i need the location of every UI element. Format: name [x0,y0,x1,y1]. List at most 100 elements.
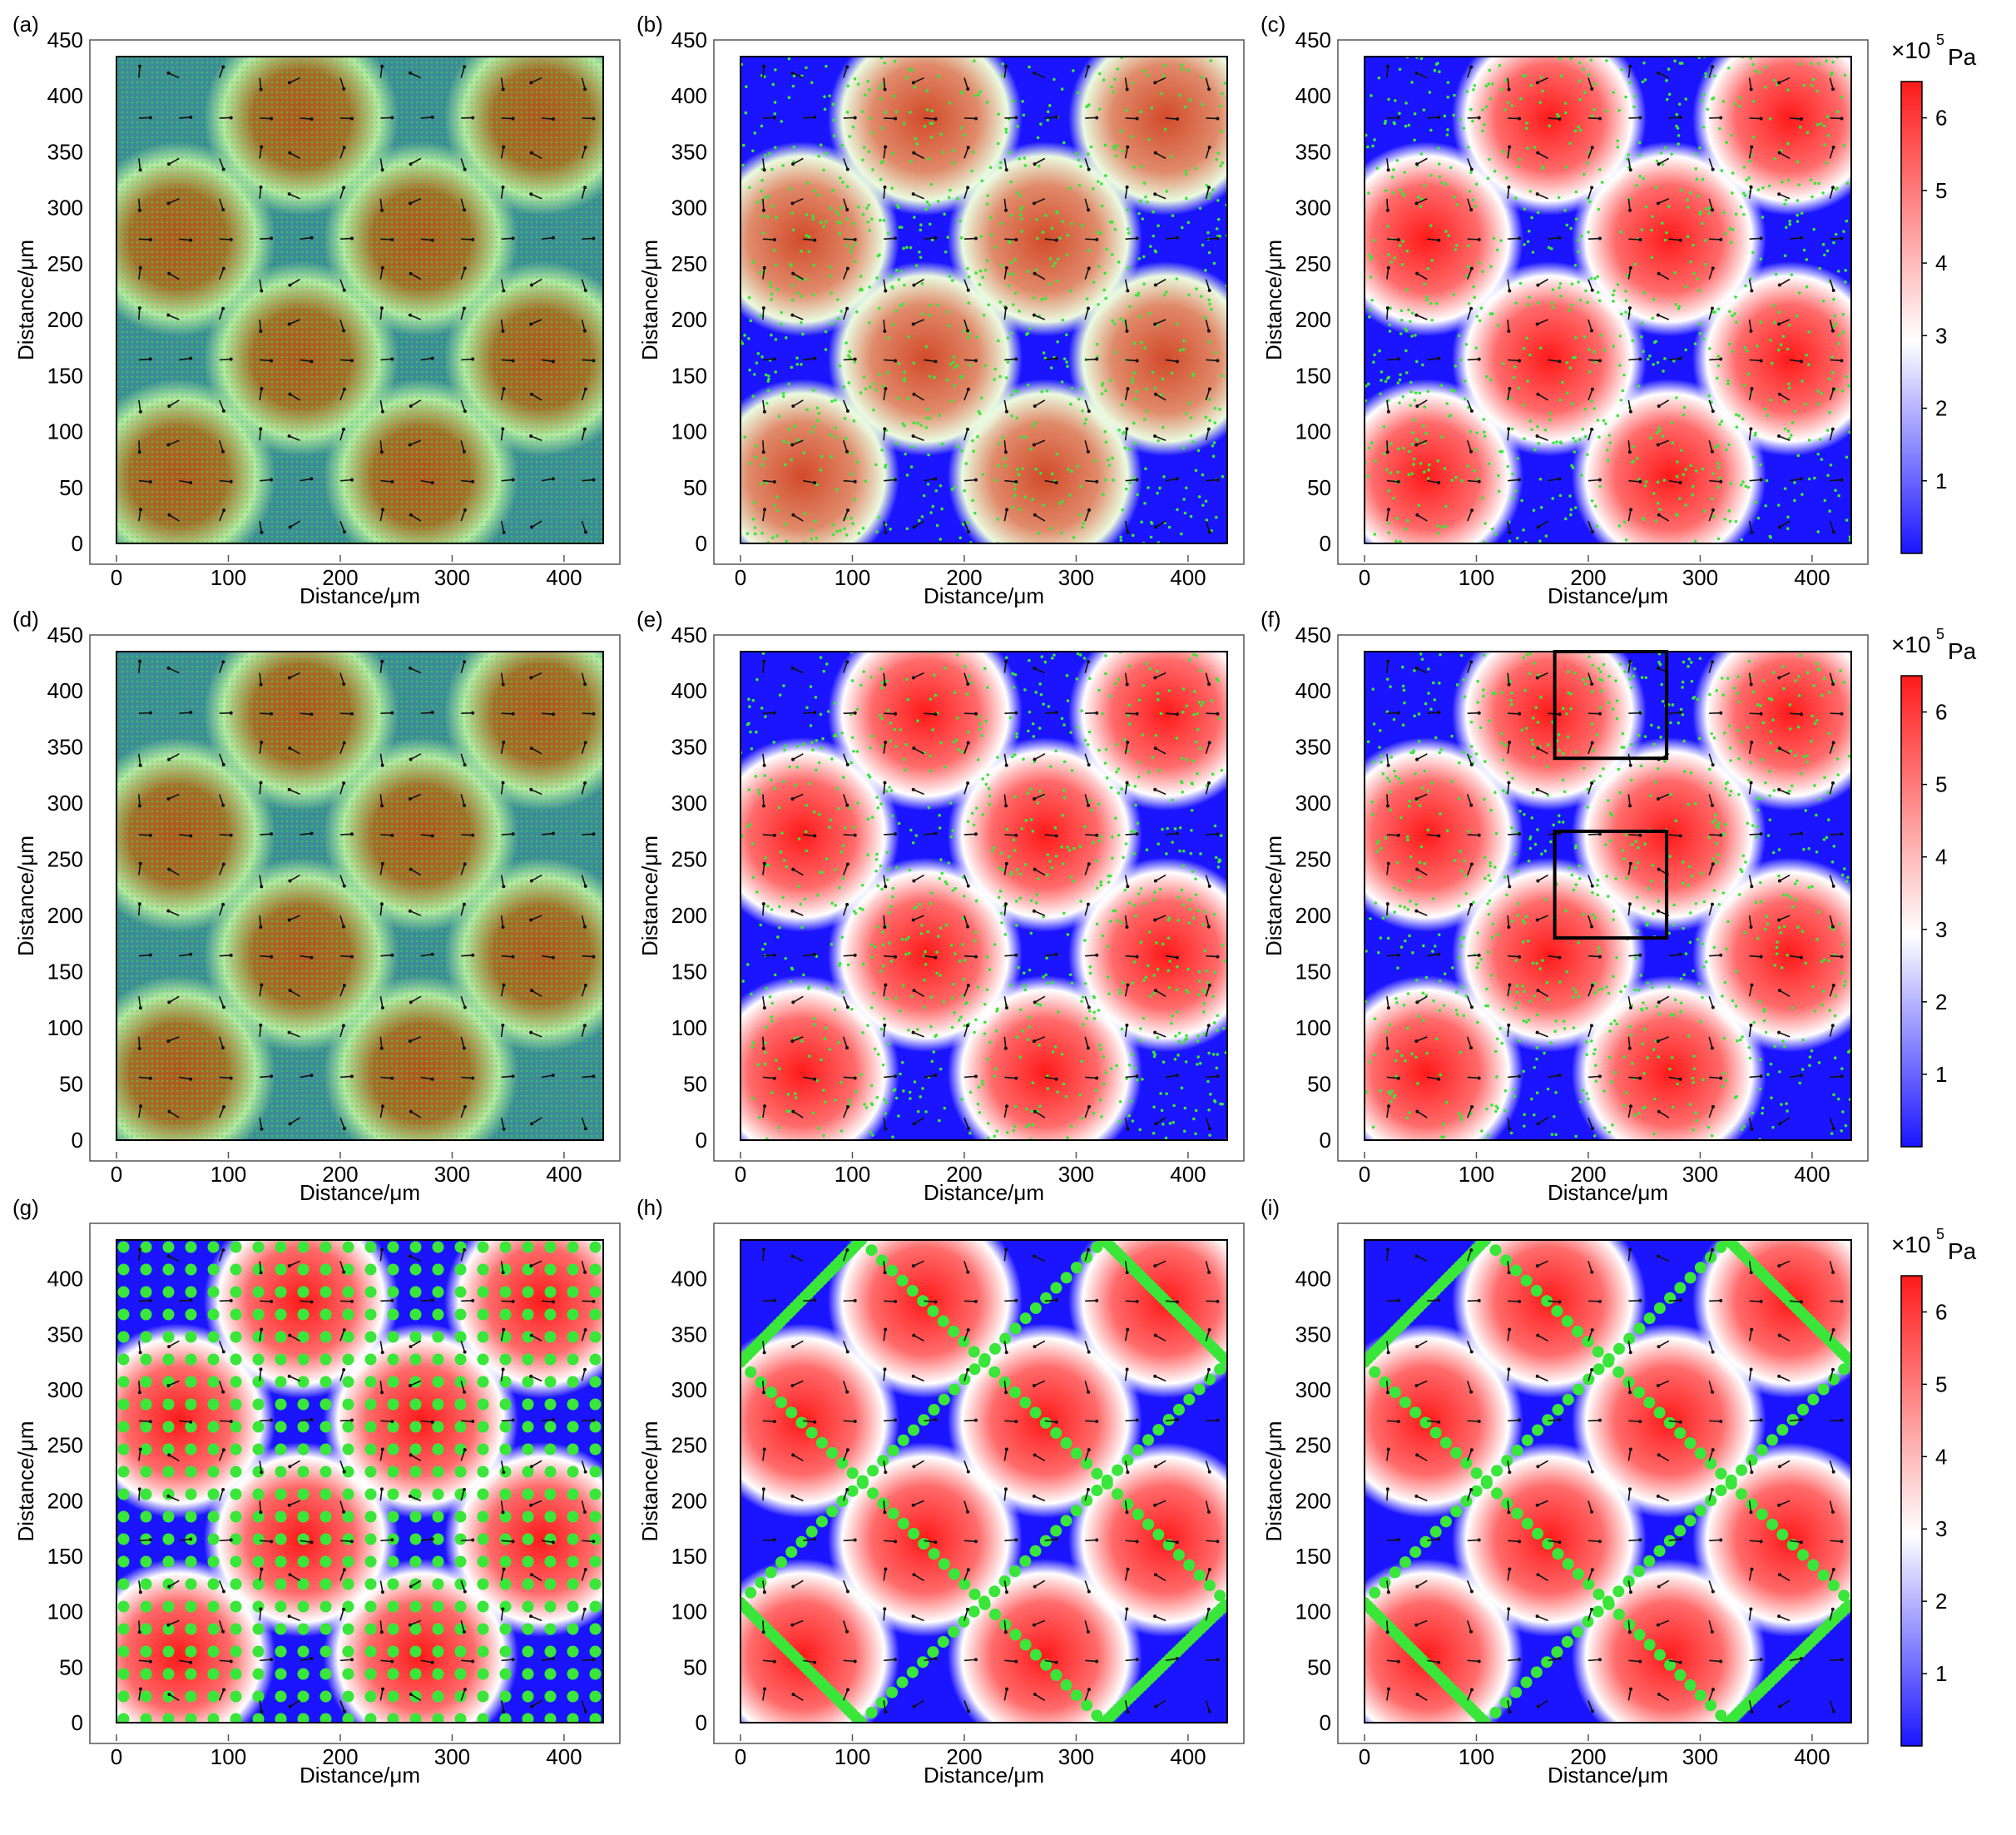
y-tick-label: 200 [47,903,83,928]
arrow-head [342,329,346,333]
particle [1517,386,1521,390]
arrow-head [342,741,346,745]
particle [1036,136,1040,140]
particle [1523,437,1526,440]
particle [800,1039,804,1043]
particle [1729,482,1733,485]
particle [1152,1132,1156,1135]
velocity-arrow [1627,399,1632,412]
particle [1415,979,1419,982]
particle [1805,671,1810,675]
particle [1578,97,1582,102]
particle [849,250,853,254]
arrow-head [1385,450,1389,454]
arrow-head [1597,359,1602,363]
velocity-arrow [1205,146,1211,159]
velocity-arrow [1628,238,1641,241]
particle [834,399,837,402]
particle [834,904,837,907]
particle [866,853,869,857]
particle [1710,497,1714,501]
particle [1687,802,1690,806]
particle [978,412,982,415]
particle [1753,69,1757,73]
arrow-head [167,404,171,409]
velocity-arrow [884,833,896,836]
pressure-hotspot [827,57,1023,216]
particle [1152,234,1156,238]
particle [1152,974,1157,977]
arrow-head [1206,427,1211,431]
arrow-head [1777,192,1781,196]
particle [1404,124,1408,128]
arrow-head [1175,955,1179,960]
particle [1797,291,1801,295]
particle [1768,770,1771,773]
particle [983,268,988,272]
particle [1510,427,1514,431]
particle [828,94,831,97]
particle [1201,243,1205,247]
arrow-head [1830,329,1835,333]
particle [1393,1094,1397,1097]
arrow-head [551,477,555,481]
particle [1706,107,1710,112]
particle [886,708,890,712]
arrow-head [270,117,274,121]
particle [1570,402,1574,405]
particle [837,213,840,216]
particle [1148,994,1152,999]
particle [1097,180,1100,184]
arrow-head [582,781,587,785]
velocity-arrow [803,238,815,241]
particle [1652,1048,1656,1051]
velocity-arrow [1508,237,1520,241]
particle [1643,842,1647,846]
particle [1108,694,1112,698]
particle [853,910,856,913]
particle [1484,760,1487,763]
velocity-arrow [259,520,263,533]
velocity-arrow [1205,279,1211,291]
particle [973,59,976,63]
particle [1805,258,1809,261]
particle [1693,539,1697,543]
particle [1463,859,1466,863]
arrow-head [1840,117,1844,121]
particle [1592,1052,1596,1056]
particle [1640,228,1644,231]
particle [1497,474,1500,478]
particle [1841,330,1845,334]
velocity-arrow [1125,955,1137,958]
velocity-arrow [219,955,231,957]
velocity-arrow [138,66,141,78]
particle [874,869,878,873]
arrow-head [1711,167,1715,171]
particle [1220,768,1224,772]
particle [855,707,859,712]
particle [1053,261,1057,265]
particle [978,90,983,93]
velocity-arrow [1004,238,1017,241]
particle [874,463,878,467]
particle [1478,261,1481,265]
particle [1581,677,1585,682]
particle [1786,88,1790,92]
particle [1630,742,1633,746]
particle [1550,301,1554,305]
arrow-head [390,116,394,120]
velocity-arrow [1084,794,1089,806]
arrow-head [1153,676,1157,680]
particle [959,126,963,130]
particle [1586,300,1589,305]
particle [1377,950,1380,955]
velocity-arrow [290,1117,300,1125]
particle [1214,515,1218,519]
particle [1827,959,1830,963]
velocity-arrow [1627,509,1632,522]
velocity-arrow [1124,1024,1128,1037]
velocity-arrow [530,789,542,796]
arrow-head [259,427,263,431]
particle [859,391,863,394]
particle [1637,988,1641,992]
